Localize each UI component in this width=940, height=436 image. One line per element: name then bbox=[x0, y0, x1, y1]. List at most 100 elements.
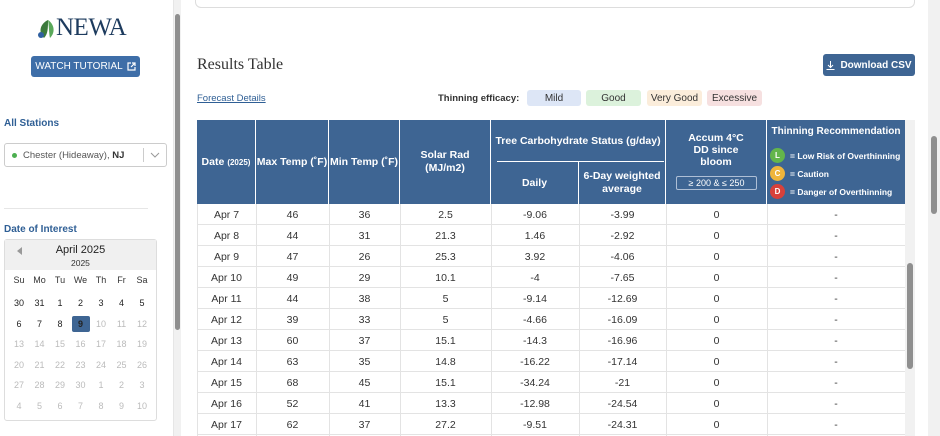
calendar-day: 3 bbox=[139, 380, 145, 390]
legend-text: = Caution bbox=[790, 168, 829, 179]
calendar-month: April 2025 bbox=[55, 244, 106, 256]
sidebar: NEWA WATCH TUTORIAL All Stations Chester… bbox=[0, 0, 181, 436]
table-cell: - bbox=[834, 334, 838, 347]
carb-status-header: Tree Carbohydrate Status (g/day) bbox=[491, 120, 666, 162]
max-temp-header: Max Temp (˚F) bbox=[256, 120, 329, 204]
forecast-link[interactable]: Forecast Details bbox=[197, 93, 266, 104]
calendar-day: 30 bbox=[75, 380, 86, 390]
table-row: Apr 8 44 31 21.3 1.46 -2.92 0 - bbox=[197, 225, 905, 246]
table-cell: 15.1 bbox=[435, 334, 456, 347]
table-cell: -24.31 bbox=[607, 418, 638, 431]
table-cell: -16.22 bbox=[520, 355, 550, 368]
efficacy-label: Thinning efficacy: bbox=[438, 93, 520, 104]
calendar-day: 27 bbox=[13, 380, 24, 390]
calendar-day[interactable]: 8 bbox=[57, 318, 63, 329]
table-cell: 33 bbox=[358, 313, 371, 326]
table-cell: 41 bbox=[358, 397, 371, 410]
column-line bbox=[579, 204, 580, 436]
legend-code: D bbox=[770, 184, 785, 199]
table-cell: -3.99 bbox=[610, 208, 635, 221]
calendar-day: 10 bbox=[136, 400, 147, 411]
accum-range: ≥ 200 & ≤ 250 bbox=[676, 176, 757, 190]
calendar-day: 28 bbox=[34, 380, 45, 390]
calendar-day[interactable]: 2 bbox=[77, 298, 83, 308]
calendar-day: 1 bbox=[98, 380, 104, 390]
accum-label: Accum 4°C DD since bloom bbox=[688, 132, 744, 168]
table-cell: -34.24 bbox=[520, 376, 550, 389]
download-button[interactable]: Download CSV bbox=[823, 54, 915, 76]
column-line bbox=[767, 204, 768, 436]
prev-month[interactable] bbox=[15, 246, 23, 256]
column-line bbox=[400, 204, 401, 436]
table-cell: -9.14 bbox=[523, 292, 547, 305]
table-cell: -21 bbox=[614, 376, 631, 389]
table-cell: 15.1 bbox=[435, 376, 456, 389]
calendar-day: 18 bbox=[116, 339, 127, 349]
column-line bbox=[666, 204, 667, 436]
table-cell: 29 bbox=[358, 271, 371, 284]
calendar-day: 6 bbox=[57, 400, 63, 411]
calendar-day: 15 bbox=[54, 339, 65, 349]
calendar-day: 25 bbox=[116, 359, 127, 370]
weekday: Mo bbox=[33, 275, 46, 285]
table-row: Apr 13 60 37 15.1 -14.3 -16.96 0 - bbox=[197, 330, 905, 351]
legend-text: = Danger of Overthinning bbox=[790, 186, 893, 197]
calendar-day[interactable]: 5 bbox=[139, 298, 145, 308]
table-cell: Apr 13 bbox=[211, 334, 242, 347]
table-cell: Apr 11 bbox=[211, 292, 242, 305]
legend-item: C = Caution bbox=[770, 166, 829, 181]
table-cell: -24.54 bbox=[607, 397, 638, 410]
calendar-day[interactable]: 6 bbox=[16, 318, 22, 329]
calendar-day[interactable]: 7 bbox=[36, 318, 42, 329]
legend-item: D = Danger of Overthinning bbox=[770, 184, 892, 199]
table-cell: 37 bbox=[358, 334, 371, 347]
solar-rad-header: Solar Rad (MJ/m2) bbox=[400, 120, 491, 204]
tutorial-button[interactable]: WATCH TUTORIAL bbox=[31, 56, 140, 77]
weekday: Tu bbox=[54, 275, 66, 285]
calendar-day[interactable]: 4 bbox=[118, 298, 124, 308]
stations-label: All Stations bbox=[4, 118, 60, 129]
table-cell: - bbox=[834, 355, 838, 368]
calendar-day: 17 bbox=[95, 339, 106, 349]
page-scrollbar[interactable] bbox=[931, 136, 937, 214]
tutorial-label: WATCH TUTORIAL bbox=[35, 61, 123, 72]
legend-item: L = Low Risk of Overthinning bbox=[770, 148, 900, 163]
calendar-day[interactable]: 1 bbox=[57, 298, 63, 308]
table-cell: 21.3 bbox=[435, 229, 456, 242]
results-title: Results Table bbox=[197, 56, 284, 73]
date-header-label: Date bbox=[201, 155, 225, 168]
legend-code: L bbox=[770, 148, 785, 163]
calendar-day: 22 bbox=[54, 359, 65, 370]
table-cell: 25.3 bbox=[435, 250, 456, 263]
calendar-year[interactable]: 2025 bbox=[71, 258, 90, 268]
calendar-day[interactable]: 9 bbox=[71, 315, 90, 332]
table-cell: Apr 8 bbox=[213, 229, 240, 242]
calendar-day[interactable]: 30 bbox=[13, 298, 24, 308]
calendar-day: 5 bbox=[36, 400, 42, 411]
table-cell: -9.06 bbox=[523, 208, 547, 221]
table-cell: - bbox=[834, 376, 838, 389]
calendar-day[interactable]: 3 bbox=[98, 298, 104, 308]
column-line bbox=[491, 204, 492, 436]
table-cell: 27.2 bbox=[435, 418, 456, 431]
calendar-day[interactable]: 31 bbox=[34, 298, 45, 308]
table-cell: 62 bbox=[286, 418, 299, 431]
table-cell: 3.92 bbox=[524, 250, 546, 263]
six-day-header: 6-Day weighted average bbox=[579, 162, 666, 204]
table-cell: Apr 14 bbox=[211, 355, 242, 368]
station-select[interactable]: Chester (Hideaway), NJ bbox=[4, 143, 167, 167]
table-cell: 60 bbox=[286, 334, 299, 347]
table-cell: - bbox=[834, 292, 838, 305]
calendar: April 2025 2025 Su Mo Tu We Th Fr Sa 30 31 1 2 3 4 5 6… bbox=[4, 239, 157, 421]
weekday: Th bbox=[95, 275, 107, 285]
weekday: Su bbox=[13, 275, 25, 285]
table-cell: 0 bbox=[713, 397, 720, 410]
calendar-day: 4 bbox=[16, 400, 22, 411]
table-cell: - bbox=[834, 250, 838, 263]
table-cell: 0 bbox=[713, 313, 720, 326]
legend-text: = Low Risk of Overthinning bbox=[790, 150, 901, 161]
table-cell: 13.3 bbox=[435, 397, 456, 410]
table-scrollbar[interactable] bbox=[907, 263, 913, 369]
sidebar-scrollbar[interactable] bbox=[175, 14, 180, 330]
external-icon bbox=[127, 62, 136, 71]
